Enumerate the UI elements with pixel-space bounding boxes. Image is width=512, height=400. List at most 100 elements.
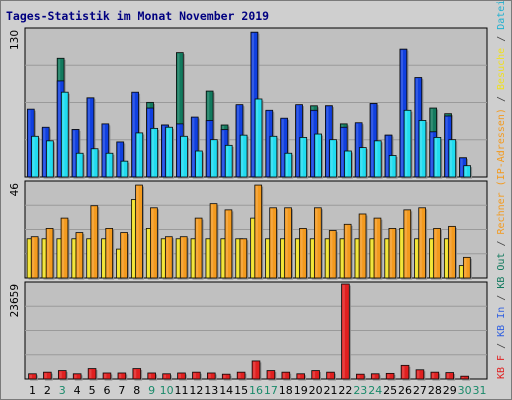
bar-dateien <box>165 126 175 179</box>
day-label: 24 <box>368 384 382 397</box>
bar-kb-f <box>236 371 247 381</box>
day-label: 8 <box>133 384 140 397</box>
bar-seiten <box>190 116 200 179</box>
day-label: 28 <box>428 384 442 397</box>
bar-kb-f <box>326 371 336 381</box>
bar-dateien <box>433 137 443 179</box>
bar-seiten <box>101 123 111 179</box>
day-label: 23 <box>353 384 367 397</box>
day-label: 11 <box>174 384 188 397</box>
bar-dateien <box>403 109 413 179</box>
bar-rechner-ip-adressen- <box>120 232 130 280</box>
bar-kb-f <box>356 373 366 381</box>
day-label: 20 <box>309 384 323 397</box>
bar-rechner-ip-adressen- <box>343 223 353 280</box>
bar-dateien <box>31 135 40 179</box>
bar-rechner-ip-adressen- <box>90 205 100 280</box>
bar-kb-f <box>28 373 38 381</box>
bar-kb-f <box>147 372 158 381</box>
day-label: 19 <box>294 384 308 397</box>
bar-kb-f <box>102 372 113 381</box>
bar-kb-f <box>385 372 396 381</box>
bar-rechner-ip-adressen- <box>209 203 219 280</box>
bar-kb-f <box>370 373 381 381</box>
bar-rechner-ip-adressen- <box>284 207 293 280</box>
day-label: 3 <box>59 384 66 397</box>
day-label: 29 <box>443 384 457 397</box>
bar-kb-f <box>281 371 292 381</box>
bar-rechner-ip-adressen- <box>60 217 70 280</box>
bar-dateien <box>60 91 70 179</box>
bar-kb-f <box>192 371 202 381</box>
bar-rechner-ip-adressen- <box>30 236 40 280</box>
day-label: 14 <box>219 384 233 397</box>
legend-segment: / <box>496 90 507 108</box>
bar-dateien <box>388 155 398 179</box>
day-label: 17 <box>264 384 278 397</box>
day-label: 31 <box>473 384 487 397</box>
legend-segment: Dateien <box>496 1 507 30</box>
day-label: 12 <box>189 384 203 397</box>
day-label: 4 <box>74 384 81 397</box>
day-label: 18 <box>279 384 293 397</box>
bar-dateien <box>209 139 219 179</box>
day-label: 26 <box>398 384 412 397</box>
bar-dateien <box>46 140 55 179</box>
day-label: 1 <box>29 384 36 397</box>
bar-kb-f <box>43 371 53 381</box>
bar-rechner-ip-adressen- <box>239 238 249 280</box>
panel-max-label: 130 <box>9 30 21 50</box>
bar-dateien <box>373 140 383 179</box>
bar-rechner-ip-adressen- <box>105 228 115 280</box>
bar-dateien <box>195 150 204 179</box>
bar-dateien <box>224 144 234 179</box>
right-axis-legend: KB F / KB In / KB Out / Rechner (IP-Adre… <box>496 1 507 379</box>
day-label: 25 <box>383 384 397 397</box>
bar-dateien <box>269 135 279 179</box>
legend-segment: / <box>496 234 507 252</box>
bar-kb-f <box>341 283 351 381</box>
bar-rechner-ip-adressen- <box>373 217 383 280</box>
legend-segment: / <box>496 337 507 355</box>
bar-dateien <box>329 139 338 179</box>
bar-dateien <box>344 150 353 179</box>
bar-kb-f <box>177 372 187 381</box>
bar-dateien <box>105 152 115 179</box>
bar-dateien <box>180 135 189 179</box>
bar-rechner-ip-adressen- <box>254 184 264 280</box>
bar-dateien <box>239 134 249 179</box>
day-label: 30 <box>458 384 472 397</box>
legend-segment: KB F <box>496 355 507 379</box>
bar-kb-f <box>296 373 307 381</box>
bar-dateien <box>150 127 160 179</box>
bar-kb-f <box>72 373 83 381</box>
bar-kb-f <box>251 360 262 381</box>
legend-segment: KB In <box>496 307 507 337</box>
bar-dateien <box>75 152 85 179</box>
bar-dateien <box>448 139 458 179</box>
bar-kb-f <box>87 368 98 381</box>
panel-max-label: 23659 <box>9 284 21 317</box>
bar-rechner-ip-adressen- <box>269 207 279 280</box>
bar-rechner-ip-adressen- <box>164 236 174 280</box>
bar-dateien <box>418 120 428 179</box>
bar-dateien <box>254 98 264 179</box>
legend-segment: / <box>496 289 507 307</box>
bar-rechner-ip-adressen- <box>75 232 85 280</box>
day-label: 6 <box>103 384 110 397</box>
day-label: 9 <box>148 384 155 397</box>
bar-kb-f <box>400 364 411 381</box>
bar-rechner-ip-adressen- <box>314 207 323 280</box>
bar-rechner-ip-adressen- <box>388 228 398 280</box>
day-label: 21 <box>324 384 338 397</box>
bar-kb-f <box>207 372 217 381</box>
bar-rechner-ip-adressen- <box>150 207 159 280</box>
bar-rechner-ip-adressen- <box>179 236 189 280</box>
day-label: 2 <box>44 384 51 397</box>
bar-dateien <box>463 165 473 179</box>
bar-dateien <box>135 132 145 179</box>
day-label: 16 <box>249 384 263 397</box>
bar-seiten <box>86 97 96 179</box>
